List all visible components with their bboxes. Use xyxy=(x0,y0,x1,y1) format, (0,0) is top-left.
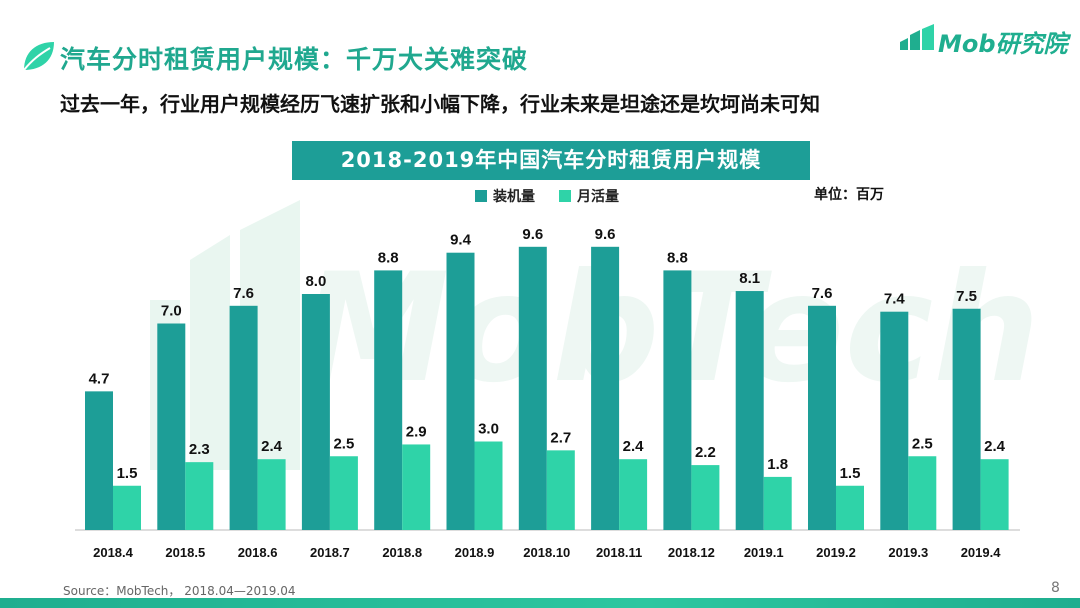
legend-active-label: 月活量 xyxy=(577,189,619,205)
install-label-2019.1: 8.1 xyxy=(739,270,760,287)
install-label-2018.6: 7.6 xyxy=(233,285,254,302)
footer-bar xyxy=(0,598,1080,608)
active-label-2018.4: 1.5 xyxy=(117,465,138,482)
x-tick-label-2018.4: 2018.4 xyxy=(93,545,134,560)
x-tick-label-2018.8: 2018.8 xyxy=(382,545,422,560)
install-label-2018.7: 8.0 xyxy=(305,273,326,290)
source-note: Source：MobTech， 2018.04—2019.04 xyxy=(63,584,296,598)
legend-active-swatch xyxy=(559,190,571,202)
install-bar-2018.4 xyxy=(85,391,113,530)
install-label-2018.12: 8.8 xyxy=(667,249,688,266)
install-label-2019.4: 7.5 xyxy=(956,288,977,305)
active-label-2019.3: 2.5 xyxy=(912,435,933,452)
active-bar-2018.7 xyxy=(329,456,358,530)
unit-label: 单位：百万 xyxy=(814,187,884,203)
x-tick-label-2018.9: 2018.9 xyxy=(455,545,495,560)
install-label-2018.8: 8.8 xyxy=(378,249,399,266)
active-label-2018.10: 2.7 xyxy=(550,429,571,446)
x-tick-label-2018.10: 2018.10 xyxy=(523,545,570,560)
install-bar-2018.12 xyxy=(663,270,692,530)
chart-title: 2018-2019年中国汽车分时租赁用户规模 xyxy=(292,141,810,180)
x-tick-label-2019.3: 2019.3 xyxy=(888,545,928,560)
active-label-2018.9: 3.0 xyxy=(478,421,499,438)
install-bar-2018.7 xyxy=(301,294,330,530)
install-bar-2018.9 xyxy=(446,252,475,530)
active-label-2018.5: 2.3 xyxy=(189,441,210,458)
active-bar-2019.2 xyxy=(836,485,864,530)
active-label-2018.11: 2.4 xyxy=(623,438,645,455)
x-tick-label-2018.12: 2018.12 xyxy=(668,545,715,560)
active-label-2019.2: 1.5 xyxy=(840,465,861,482)
active-bar-2018.10 xyxy=(546,450,575,530)
active-bar-2018.6 xyxy=(257,459,286,530)
active-label-2018.6: 2.4 xyxy=(261,438,283,455)
install-bar-2018.10 xyxy=(518,246,547,531)
active-bar-2019.3 xyxy=(908,456,937,530)
active-bar-2018.5 xyxy=(185,462,214,530)
install-bar-2018.8 xyxy=(374,270,403,530)
x-tick-label-2018.6: 2018.6 xyxy=(238,545,278,560)
x-tick-label-2019.2: 2019.2 xyxy=(816,545,856,560)
active-label-2019.1: 1.8 xyxy=(767,456,788,473)
install-bar-2019.1 xyxy=(735,291,764,530)
active-label-2018.12: 2.2 xyxy=(695,444,716,461)
install-bar-2018.5 xyxy=(157,323,186,530)
page-subtitle: 过去一年，行业用户规模经历飞速扩张和小幅下降，行业未来是坦途还是坎坷尚未可知 xyxy=(60,92,820,116)
page-title: 汽车分时租赁用户规模：千万大关难突破 xyxy=(60,45,529,74)
install-label-2018.10: 9.6 xyxy=(522,226,543,243)
logo-text: Mob研究院 xyxy=(938,30,1068,58)
install-label-2018.11: 9.6 xyxy=(595,226,616,243)
active-label-2018.8: 2.9 xyxy=(406,423,427,440)
active-bar-2018.8 xyxy=(402,444,431,530)
legend-install-swatch xyxy=(475,190,487,202)
x-tick-label-2018.5: 2018.5 xyxy=(165,545,205,560)
x-tick-label-2019.4: 2019.4 xyxy=(961,545,1002,560)
active-label-2019.4: 2.4 xyxy=(984,438,1006,455)
active-bar-2018.12 xyxy=(691,465,720,530)
active-bar-2019.1 xyxy=(763,476,792,530)
install-label-2018.5: 7.0 xyxy=(161,303,182,320)
page-number: 8 xyxy=(1051,580,1060,596)
legend-active: 月活量 xyxy=(559,186,619,206)
install-bar-2019.4 xyxy=(952,308,981,530)
legend-install-label: 装机量 xyxy=(493,189,535,205)
install-label-2018.9: 9.4 xyxy=(450,232,472,249)
install-label-2019.3: 7.4 xyxy=(884,291,906,308)
active-bar-2018.11 xyxy=(619,459,648,530)
x-tick-label-2019.1: 2019.1 xyxy=(744,545,784,560)
mob-logo-icon xyxy=(900,24,934,50)
title-leaf-icon xyxy=(23,42,54,71)
install-bar-2019.3 xyxy=(880,311,909,530)
install-bar-2019.2 xyxy=(808,305,836,530)
install-label-2018.4: 4.7 xyxy=(89,370,110,387)
active-bar-2018.4 xyxy=(113,485,141,530)
x-tick-label-2018.7: 2018.7 xyxy=(310,545,350,560)
legend-install: 装机量 xyxy=(475,186,535,206)
install-label-2019.2: 7.6 xyxy=(812,285,833,302)
active-label-2018.7: 2.5 xyxy=(333,435,354,452)
active-bar-2018.9 xyxy=(474,441,503,530)
install-bar-2018.6 xyxy=(229,305,258,530)
x-tick-label-2018.11: 2018.11 xyxy=(596,545,642,560)
install-bar-2018.11 xyxy=(591,246,620,531)
active-bar-2019.4 xyxy=(980,459,1009,530)
